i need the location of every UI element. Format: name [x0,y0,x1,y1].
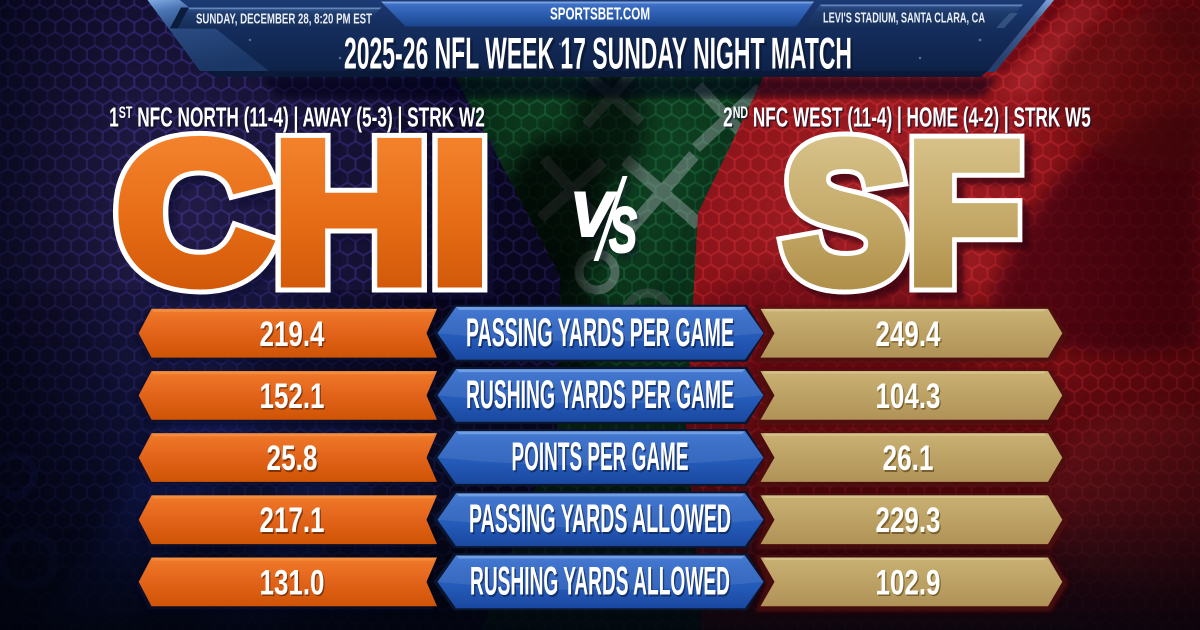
svg-text:219.4: 219.4 [261,316,326,356]
svg-text:2025-26 NFL WEEK 17 SUNDAY NIG: 2025-26 NFL WEEK 17 SUNDAY NIGHT MATCH [344,30,852,79]
svg-text:RUSHING YARDS PER GAME: RUSHING YARDS PER GAME [467,375,735,419]
svg-text:131.0: 131.0 [261,564,326,604]
svg-text:217.1: 217.1 [261,502,326,542]
svg-text:25.8: 25.8 [267,438,318,478]
svg-text:131.0: 131.0 [260,562,325,602]
svg-text:2ND NFC WEST (11-4) | HOME (: 2ND NFC WEST (11-4) | HOME (4-2) | STRK … [725,103,1093,134]
svg-text:217.1: 217.1 [260,500,325,540]
svg-text:S: S [609,194,637,266]
svg-text:219.4: 219.4 [260,314,325,354]
svg-text:CHI: CHI [116,102,490,325]
svg-text:LEVI'S STADIUM, SANTA CLARA, C: LEVI'S STADIUM, SANTA CLARA, CA [823,10,985,26]
svg-text:152.1: 152.1 [261,378,326,418]
svg-text:CHI: CHI [123,109,497,332]
svg-text:102.9: 102.9 [876,562,941,602]
svg-text:SF: SF [790,110,1028,332]
svg-text:V: V [570,180,617,250]
svg-text:PASSING YARDS ALLOWED: PASSING YARDS ALLOWED [469,497,731,541]
svg-text:PASSING YARDS PER GAME: PASSING YARDS PER GAME [467,313,735,357]
svg-text:RUSHING YARDS PER GAME: RUSHING YARDS PER GAME [466,373,734,417]
svg-text:SF: SF [783,103,1021,325]
svg-text:PASSING YARDS ALLOWED: PASSING YARDS ALLOWED [470,499,732,543]
svg-text:249.4: 249.4 [877,316,942,356]
svg-text:CHI: CHI [116,102,490,325]
svg-text:SF: SF [783,103,1021,325]
svg-text:PASSING YARDS PER GAME: PASSING YARDS PER GAME [466,311,734,355]
svg-text:POINTS PER GAME: POINTS PER GAME [513,437,690,481]
svg-text:RUSHING YARDS ALLOWED: RUSHING YARDS ALLOWED [470,559,730,603]
svg-text:26.1: 26.1 [883,438,934,478]
svg-text:SPORTSBET.COM: SPORTSBET.COM [550,3,650,23]
svg-text:26.1: 26.1 [884,440,935,480]
svg-text:229.3: 229.3 [877,502,942,542]
svg-text:POINTS PER GAME: POINTS PER GAME [512,435,689,479]
svg-text:2025-26 NFL WEEK 17 SUNDAY NIG: 2025-26 NFL WEEK 17 SUNDAY NIGHT MATCH [347,32,855,81]
svg-text:RUSHING YARDS ALLOWED: RUSHING YARDS ALLOWED [471,561,731,605]
svg-text:V: V [574,185,621,255]
svg-text:249.4: 249.4 [876,314,941,354]
svg-text:102.9: 102.9 [877,564,942,604]
svg-text:229.3: 229.3 [876,500,941,540]
svg-text:2ND NFC WEST (11-4) | HOME (: 2ND NFC WEST (11-4) | HOME (4-2) | STRK … [723,101,1091,132]
svg-text:25.8: 25.8 [268,440,319,480]
svg-text:SUNDAY, DECEMBER 28, 8:20 PM E: SUNDAY, DECEMBER 28, 8:20 PM EST [196,12,372,28]
svg-text:1ST NFC NORTH (11-4) | AWAY: 1ST NFC NORTH (11-4) | AWAY (5-3) | STRK… [111,103,487,134]
svg-text:152.1: 152.1 [260,376,325,416]
svg-text:1ST NFC NORTH (11-4) | AWAY: 1ST NFC NORTH (11-4) | AWAY (5-3) | STRK… [109,101,485,132]
svg-text:S: S [613,199,641,271]
svg-text:104.3: 104.3 [876,376,941,416]
svg-text:104.3: 104.3 [877,378,942,418]
